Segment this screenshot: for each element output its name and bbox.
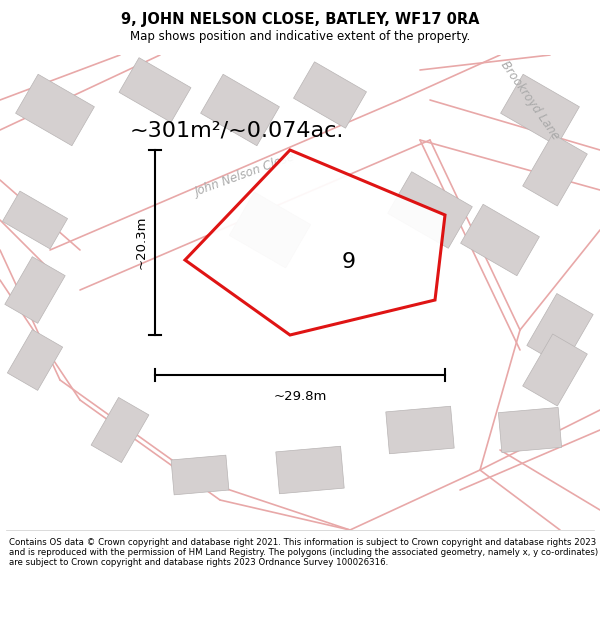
Text: ~301m²/~0.074ac.: ~301m²/~0.074ac.	[130, 120, 344, 140]
Polygon shape	[523, 334, 587, 406]
Text: John Nelson Close: John Nelson Close	[193, 151, 297, 199]
Polygon shape	[185, 150, 445, 335]
Polygon shape	[171, 455, 229, 495]
Polygon shape	[499, 408, 562, 452]
Polygon shape	[7, 329, 62, 391]
Polygon shape	[119, 58, 191, 122]
Polygon shape	[500, 74, 580, 146]
Text: Contains OS data © Crown copyright and database right 2021. This information is : Contains OS data © Crown copyright and d…	[9, 538, 598, 568]
Polygon shape	[5, 257, 65, 323]
Text: 9: 9	[342, 252, 356, 272]
Text: Brookroyd Lane: Brookroyd Lane	[498, 58, 562, 142]
Polygon shape	[91, 398, 149, 462]
Polygon shape	[200, 74, 280, 146]
Polygon shape	[523, 134, 587, 206]
Text: Map shows position and indicative extent of the property.: Map shows position and indicative extent…	[130, 30, 470, 43]
Text: ~20.3m: ~20.3m	[134, 216, 148, 269]
Polygon shape	[2, 191, 68, 249]
Text: 9, JOHN NELSON CLOSE, BATLEY, WF17 0RA: 9, JOHN NELSON CLOSE, BATLEY, WF17 0RA	[121, 12, 479, 27]
Polygon shape	[276, 446, 344, 494]
Polygon shape	[229, 192, 311, 268]
Polygon shape	[16, 74, 94, 146]
Polygon shape	[388, 172, 472, 248]
Polygon shape	[293, 62, 367, 128]
Polygon shape	[461, 204, 539, 276]
Polygon shape	[386, 406, 454, 454]
Polygon shape	[527, 294, 593, 366]
Text: ~29.8m: ~29.8m	[274, 391, 326, 404]
